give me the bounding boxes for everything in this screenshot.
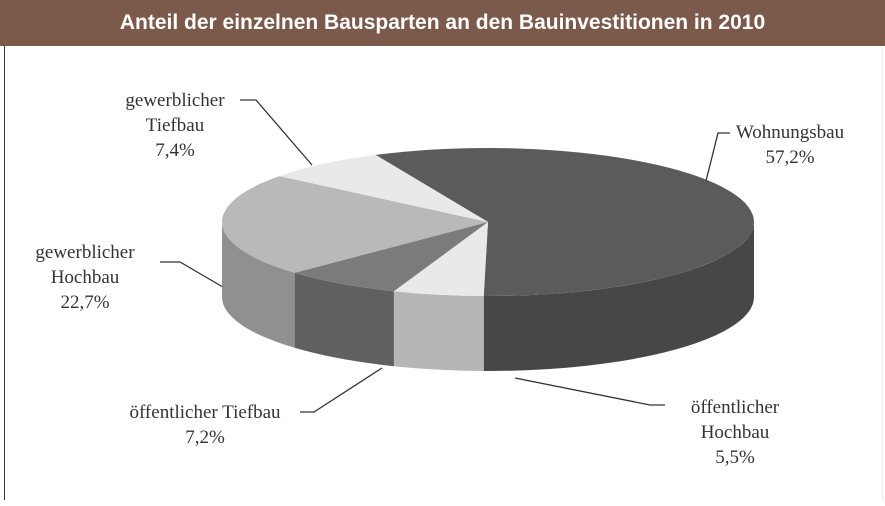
leader-lines xyxy=(160,99,730,413)
leader-line xyxy=(240,99,313,166)
leader-line xyxy=(514,377,665,406)
pie-side xyxy=(222,222,295,348)
slice-label: gewerblicher Hochbau 22,7% xyxy=(20,240,150,315)
value-label: 5,5% xyxy=(715,447,755,468)
category-label: Wohnungsbau xyxy=(735,122,845,143)
pie-side xyxy=(294,272,394,367)
pie-slice xyxy=(393,222,488,296)
category-label: gewerblicher Hochbau xyxy=(35,242,135,288)
slice-label: öffentlicher Tiefbau 7,2% xyxy=(95,400,315,450)
frame xyxy=(4,0,883,500)
leader-line xyxy=(160,261,229,291)
slice-label: gewerblicher Tiefbau 7,4% xyxy=(115,88,235,163)
pie-tops xyxy=(222,148,755,296)
leader-line xyxy=(300,367,383,413)
value-label: 7,4% xyxy=(155,140,195,161)
pie-side xyxy=(393,291,484,371)
pie-slice xyxy=(294,222,488,292)
category-label: öffentlicher Tiefbau xyxy=(129,402,281,423)
slice-label: Wohnungsbau 57,2% xyxy=(700,120,880,170)
pie-sides xyxy=(222,222,754,371)
chart-title: Anteil der einzelnen Bausparten an den B… xyxy=(0,0,885,46)
value-label: 7,2% xyxy=(185,427,225,448)
value-label: 57,2% xyxy=(765,147,815,168)
slice-label: öffentlicher Hochbau 5,5% xyxy=(655,395,815,470)
pie-slice xyxy=(279,154,488,222)
pie-slice xyxy=(222,176,488,273)
pie-side xyxy=(483,222,754,371)
category-label: öffentlicher Hochbau xyxy=(690,397,780,443)
category-label: gewerblicher Tiefbau xyxy=(125,90,225,136)
pie-slice xyxy=(375,148,755,296)
value-label: 22,7% xyxy=(60,292,110,313)
